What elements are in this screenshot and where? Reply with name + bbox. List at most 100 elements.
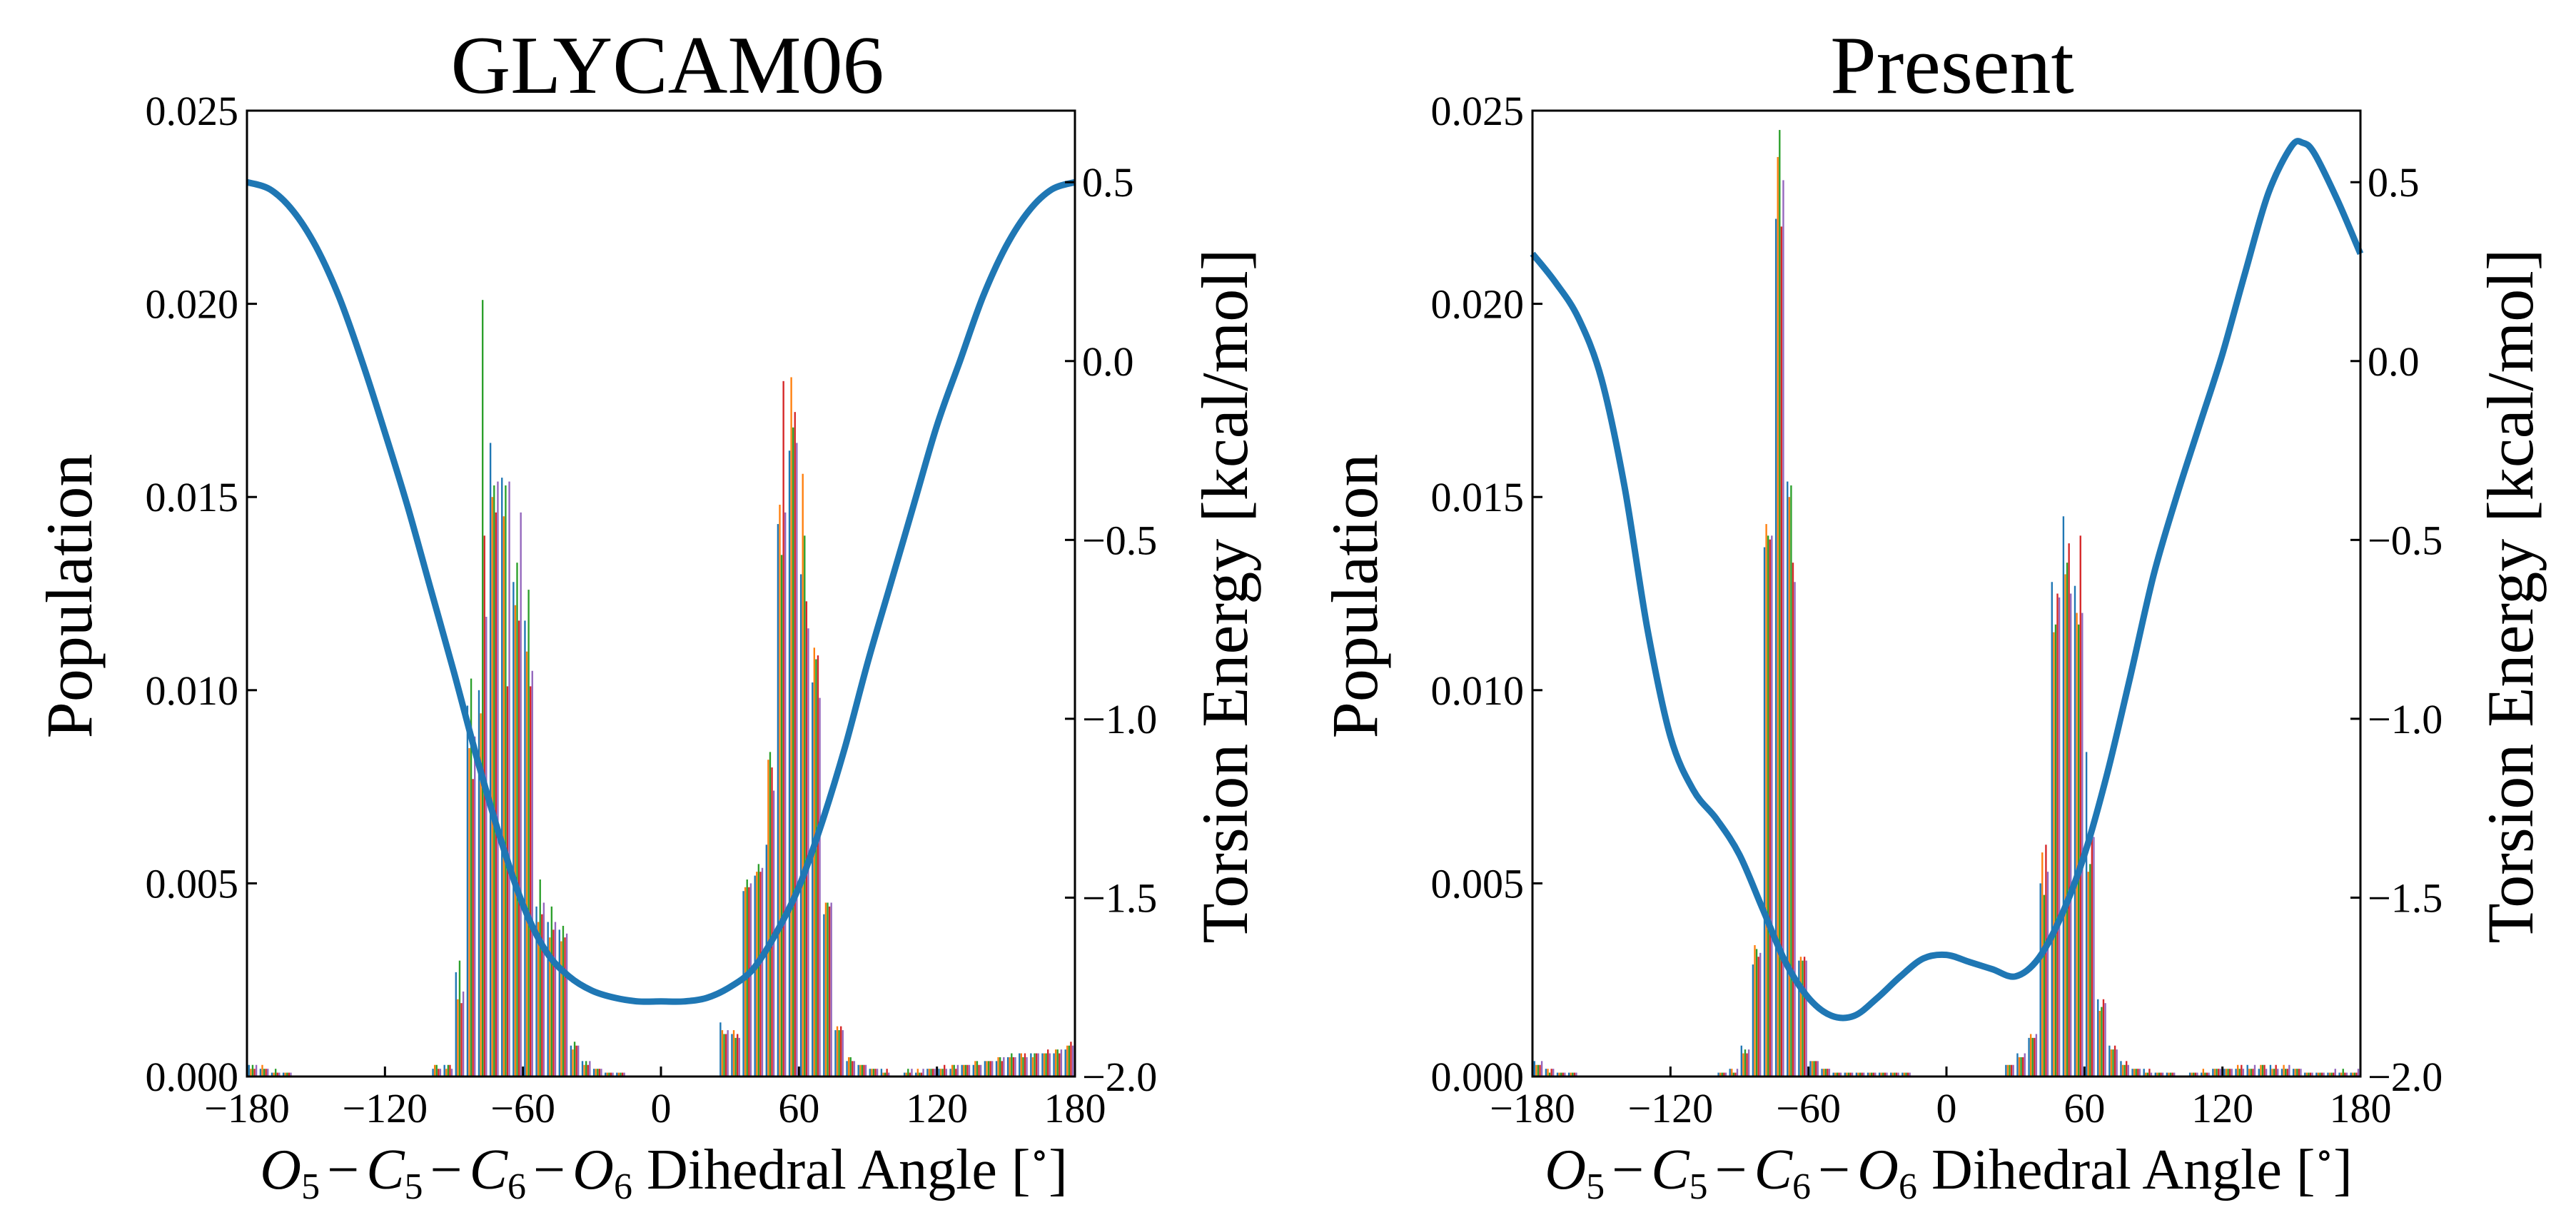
histogram-bar-run5 xyxy=(1060,1049,1063,1077)
x-tick-label: 120 xyxy=(2191,1085,2253,1131)
histogram-bar-run4 xyxy=(438,1069,440,1077)
torsion-energy-curve xyxy=(246,178,1076,1005)
histogram-bar-run3 xyxy=(1847,1072,1850,1077)
histogram-bar-run4 xyxy=(2229,1069,2231,1077)
histogram-bar-run4 xyxy=(794,412,796,1077)
histogram-bar-run4 xyxy=(2068,543,2070,1077)
y-tick-label: 0.015 xyxy=(146,474,239,520)
histogram-bar-run2 xyxy=(1822,1069,1825,1077)
histogram-bar-run4 xyxy=(1746,1053,1748,1077)
histogram-bar-run2 xyxy=(572,1049,574,1077)
x-axis-label: O5− C5− C6− O6 Dihedral Angle [∘] xyxy=(1545,1135,2352,1207)
histogram-bar-run4 xyxy=(2241,1064,2243,1077)
x-label-c5: C xyxy=(366,1139,405,1201)
x-label-minus-2: − xyxy=(430,1139,463,1201)
histogram-bar-run2 xyxy=(2053,632,2055,1077)
histogram-bar-run5 xyxy=(1049,1053,1051,1077)
histogram-bar-run4 xyxy=(288,1072,291,1077)
histogram-bar-run3 xyxy=(780,555,783,1077)
histogram-bar-run2 xyxy=(1777,156,1779,1077)
histogram-bar-run5 xyxy=(2300,1069,2302,1077)
histogram-bar-run1 xyxy=(984,1061,986,1077)
histogram-bar-run4 xyxy=(2320,1072,2323,1077)
histogram-bar-run5 xyxy=(1794,582,1796,1077)
histogram-bar-run3 xyxy=(251,1064,254,1077)
histogram-bar-run5 xyxy=(1874,1072,1877,1077)
x-label-sub-6: 6 xyxy=(1792,1166,1811,1207)
histogram-bar-run3 xyxy=(1767,535,1769,1077)
histogram-bar-run5 xyxy=(842,1030,844,1077)
histogram-bar-run5 xyxy=(853,1061,856,1077)
x-label-c6: C xyxy=(1754,1139,1794,1201)
histogram-bar-run3 xyxy=(562,925,565,1077)
histogram-bar-run3 xyxy=(792,427,794,1077)
histogram-bar-run2 xyxy=(767,760,769,1077)
histogram-bar-run3 xyxy=(861,1064,864,1077)
histogram-bar-run2 xyxy=(2064,574,2066,1077)
histogram-bar-run1 xyxy=(799,574,802,1077)
y-tick-label: 0.015 xyxy=(1431,474,1525,520)
histogram-bar-run5 xyxy=(2104,1003,2106,1077)
histogram-bar-run2 xyxy=(583,1064,585,1077)
histogram-bar-run2 xyxy=(2029,1034,2032,1077)
histogram-bar-run4 xyxy=(2252,1069,2254,1077)
x-label-sub-5b: 5 xyxy=(1689,1166,1708,1207)
histogram-bar-run5 xyxy=(577,1045,580,1077)
histogram-bar-run2 xyxy=(905,1072,907,1077)
histogram-bar-run2 xyxy=(836,1026,839,1077)
histogram-bar-run5 xyxy=(450,1069,453,1077)
histogram-bar-run1 xyxy=(2154,1072,2156,1077)
histogram-bar-run5 xyxy=(278,1072,281,1077)
histogram-bar-run1 xyxy=(2166,1072,2168,1077)
histogram-bar-run5 xyxy=(1886,1072,1888,1077)
histogram-bar-run2 xyxy=(916,1069,919,1077)
histogram-bar-run4 xyxy=(1757,957,1759,1077)
histogram-bar-run4 xyxy=(2286,1069,2288,1077)
histogram-bar-run4 xyxy=(598,1069,601,1077)
y-tick-label: 0.020 xyxy=(1431,281,1525,328)
histogram-bar-run1 xyxy=(282,1072,285,1077)
histogram-bar-run5 xyxy=(2070,593,2072,1077)
histogram-bar-run3 xyxy=(1836,1072,1839,1077)
histogram-bar-run5 xyxy=(1747,1049,1750,1077)
histogram-bar-run4 xyxy=(863,1064,865,1077)
histogram-bar-run4 xyxy=(2333,1072,2335,1077)
histogram-bar-run5 xyxy=(542,902,545,1077)
histogram-bar-run4 xyxy=(483,535,485,1077)
x-tick-label: 180 xyxy=(2330,1085,2392,1131)
histogram-bar-run4 xyxy=(1895,1072,1898,1077)
x-tick-label: −60 xyxy=(490,1085,555,1131)
histogram-bar-run2 xyxy=(790,377,792,1077)
histogram-bar-run1 xyxy=(2028,1037,2030,1077)
histogram-bar-run4 xyxy=(1035,1053,1038,1077)
histogram-bar-run1 xyxy=(2223,1069,2226,1077)
histogram-bar-run4 xyxy=(1906,1072,1909,1077)
histogram-bar-run4 xyxy=(1734,1072,1737,1077)
histogram-bar-run3 xyxy=(2043,894,2046,1077)
histogram-bar-run1 xyxy=(834,1030,837,1077)
histogram-bar-run2 xyxy=(2283,1064,2285,1077)
histogram-bar-run4 xyxy=(920,1072,923,1077)
histogram-bar-run5 xyxy=(2046,872,2049,1077)
histogram-bar-run3 xyxy=(2020,1057,2022,1077)
histogram-bar-run4 xyxy=(1780,226,1783,1077)
histogram-bar-run1 xyxy=(1567,1072,1570,1077)
histogram-bar-run5 xyxy=(956,1064,959,1077)
histogram-bar-run4 xyxy=(1001,1061,1003,1077)
x-tick-label: 0 xyxy=(651,1085,672,1131)
histogram-bar-run1 xyxy=(949,1069,951,1077)
histogram-bar-run3 xyxy=(827,902,829,1077)
histogram-bar-run2 xyxy=(1834,1072,1837,1077)
histogram-bar-run1 xyxy=(812,682,814,1077)
histogram-bar-run5 xyxy=(1037,1053,1039,1077)
histogram-bar-run2 xyxy=(457,999,459,1077)
x-label-close: ] xyxy=(2333,1139,2353,1201)
histogram-bar-run1 xyxy=(2005,1064,2007,1077)
histogram-bar-run5 xyxy=(2127,1064,2129,1077)
x-label-sub-6: 6 xyxy=(507,1166,526,1207)
x-label-degree: ∘ xyxy=(1031,1135,1049,1176)
histogram-bar-run2 xyxy=(1547,1069,1549,1077)
histogram-bar-run5 xyxy=(1014,1057,1016,1077)
histogram-bar-run1 xyxy=(581,1061,584,1077)
histogram-bar-run5 xyxy=(749,883,752,1077)
